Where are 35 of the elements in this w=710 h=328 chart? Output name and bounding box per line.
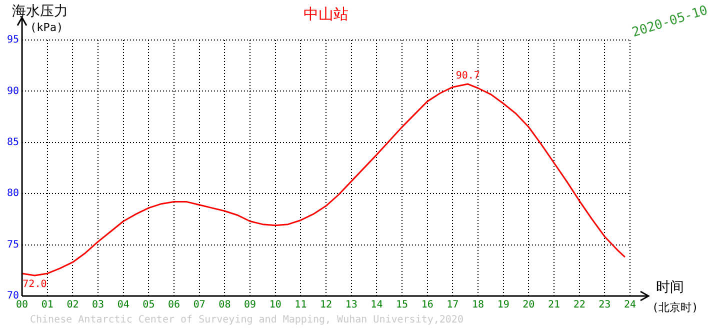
- x-tick-label: 08: [218, 300, 231, 311]
- x-tick-label: 16: [421, 300, 434, 311]
- x-tick-label: 19: [497, 300, 510, 311]
- x-tick-label: 13: [345, 300, 358, 311]
- annotation: 72.0: [22, 279, 47, 290]
- x-tick-label: 18: [472, 300, 484, 311]
- chart-title: 中山站: [304, 4, 349, 23]
- y-tick-label: 80: [6, 188, 20, 200]
- annotation: 90.7: [456, 70, 480, 82]
- x-tick-label: 05: [142, 300, 155, 311]
- x-axis-title: 时间 (北京时): [652, 280, 698, 314]
- x-tick-label: 21: [548, 300, 560, 311]
- y-tick-label: 85: [6, 136, 20, 148]
- x-tick-label: 03: [92, 300, 104, 311]
- x-tick-label: 10: [269, 300, 282, 311]
- x-tick-label: 12: [320, 300, 332, 311]
- x-tick-label: 22: [573, 300, 586, 311]
- x-tick-label: 01: [41, 300, 54, 311]
- x-tick-label: 11: [294, 300, 307, 311]
- y-tick-label: 90: [6, 86, 20, 97]
- x-tick-label: 07: [193, 300, 206, 311]
- x-tick-label: 23: [598, 300, 611, 311]
- x-tick-label: 04: [117, 300, 130, 311]
- y-axis-title: 海水压力 (kPa): [12, 4, 68, 34]
- x-tick-label: 20: [522, 300, 535, 311]
- y-tick-label: 75: [6, 239, 20, 250]
- x-tick-label: 06: [168, 300, 180, 311]
- x-tick-label: 24: [624, 300, 636, 311]
- x-tick-label: 14: [370, 300, 383, 311]
- x-tick-label: 02: [66, 300, 79, 311]
- x-tick-label: 09: [244, 300, 256, 311]
- y-tick-label: 95: [6, 34, 20, 46]
- x-tick-label: 15: [396, 300, 408, 311]
- x-tick-label: 17: [446, 300, 459, 311]
- x-tick-label: 00: [16, 300, 28, 311]
